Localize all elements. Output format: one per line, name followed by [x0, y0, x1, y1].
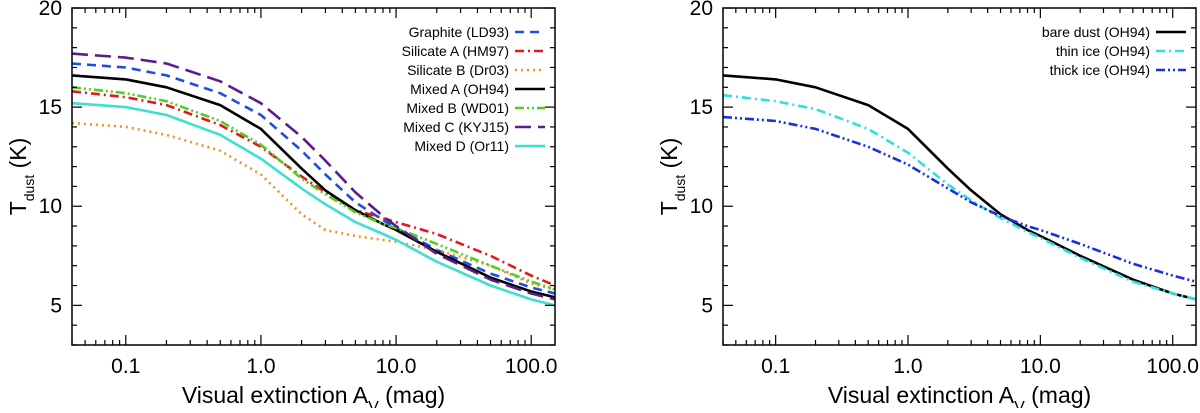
x-axis-label: Visual extinction AV (mag) — [828, 382, 1091, 408]
legend: Graphite (LD93) Silicate A (HM97) Silicate… — [402, 24, 545, 154]
series-line-0 — [723, 74, 1196, 301]
x-axis-label-main: Visual extinction A — [182, 382, 369, 408]
y-axis-label: Tdust (K) — [656, 138, 688, 216]
legend-label-6: Mixed D (Or11) — [414, 138, 509, 154]
series-line-0 — [72, 62, 555, 295]
legend-label-2: thick ice (OH94) — [1050, 62, 1150, 78]
x-axis-label-sub: V — [1014, 399, 1025, 409]
y-axis-label: Tdust (K) — [5, 138, 37, 216]
y-tick-label: 20 — [690, 0, 713, 20]
y-tick-label: 15 — [690, 96, 713, 119]
x-tick-label: 10.0 — [376, 355, 417, 378]
legend-label-1: Silicate A (HM97) — [402, 43, 509, 59]
y-axis-label-unit: (K) — [5, 138, 31, 175]
x-axis-label-main: Visual extinction A — [828, 382, 1015, 408]
chart-panel-left: 0.1 1.0 10.0 100.0 5 10 15 20 Visual extinction … — [5, 0, 558, 413]
x-tick-label: 100.0 — [1146, 355, 1199, 378]
y-axis-label-sub: dust — [672, 175, 688, 202]
x-tick-label: 1.0 — [246, 355, 275, 378]
x-tick-label: 10.0 — [1020, 355, 1061, 378]
legend-label-5: Mixed C (KYJ15) — [403, 119, 509, 135]
y-tick-label: 5 — [50, 294, 62, 317]
plot-frame — [722, 7, 1197, 346]
series-line-5 — [72, 52, 555, 301]
y-axis-label-main: T — [5, 201, 31, 215]
y-tick-label: 10 — [690, 195, 713, 218]
legend-label-4: Mixed B (WD01) — [406, 100, 509, 116]
legend-label-1: thin ice (OH94) — [1056, 43, 1150, 59]
series-line-3 — [72, 74, 555, 299]
x-axis-label: Visual extinction AV (mag) — [182, 382, 445, 408]
series-group — [72, 52, 555, 307]
series-line-2 — [723, 115, 1196, 283]
y-axis-label-unit: (K) — [656, 138, 682, 175]
y-axis-label-main: T — [656, 201, 682, 215]
series-group — [723, 74, 1196, 301]
legend-label-2: Silicate B (Dr03) — [407, 62, 509, 78]
series-line-6 — [72, 101, 555, 307]
y-axis-label-sub: dust — [21, 175, 37, 202]
x-axis-label-unit: (mag) — [379, 382, 445, 408]
x-axis-label-unit: (mag) — [1025, 382, 1091, 408]
x-tick-label: 0.1 — [111, 355, 140, 378]
legend-label-3: Mixed A (OH94) — [410, 81, 509, 97]
y-tick-label: 10 — [39, 195, 62, 218]
plot-frame — [71, 7, 556, 346]
x-axis-label-sub: V — [368, 399, 379, 409]
legend-label-0: bare dust (OH94) — [1042, 24, 1150, 40]
series-line-4 — [72, 86, 555, 291]
x-tick-label: 100.0 — [505, 355, 558, 378]
x-tick-label: 0.1 — [761, 355, 790, 378]
series-line-1 — [72, 90, 555, 287]
legend-label-0: Graphite (LD93) — [409, 24, 509, 40]
legend: bare dust (OH94) thin ice (OH94) thick ice… — [1042, 24, 1186, 78]
y-tick-label: 20 — [39, 0, 62, 20]
y-tick-label: 5 — [701, 294, 713, 317]
y-tick-label: 15 — [39, 96, 62, 119]
x-tick-label: 1.0 — [893, 355, 922, 378]
chart-panel-right: 0.1 1.0 10.0 100.0 5 10 15 20 Visual extinction … — [656, 0, 1199, 413]
